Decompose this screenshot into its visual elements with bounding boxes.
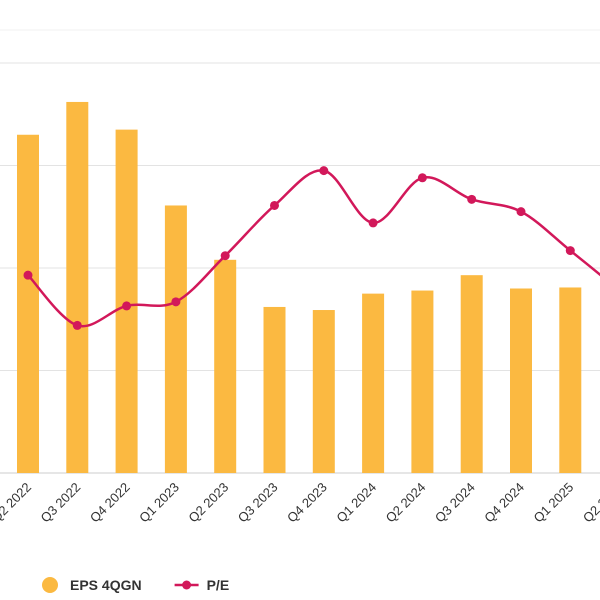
line-point (171, 297, 181, 307)
grid (0, 62, 600, 474)
bar (115, 129, 138, 473)
line-point (516, 207, 526, 217)
bar (312, 310, 335, 473)
bar (559, 287, 582, 473)
line-point (417, 173, 427, 183)
legend-swatch (42, 577, 58, 593)
line-series (23, 166, 600, 330)
bar (362, 293, 385, 473)
line-point (122, 301, 132, 311)
bar (17, 134, 39, 473)
line-point (72, 320, 82, 330)
line-point (220, 251, 230, 261)
bar (66, 101, 89, 473)
bars (17, 101, 582, 473)
line-point (368, 218, 378, 228)
bar (411, 290, 434, 473)
bar (510, 288, 532, 473)
line-point (319, 166, 329, 176)
legend: EPS 4QGN P/E (42, 577, 229, 593)
legend-label: EPS 4QGN (70, 577, 142, 593)
line-point (23, 270, 33, 280)
line-point (467, 194, 477, 204)
bar (164, 205, 187, 473)
legend-label: P/E (207, 577, 230, 593)
legend-swatch (182, 580, 192, 590)
line-point (565, 246, 575, 256)
bar (263, 306, 286, 473)
bar (460, 275, 483, 473)
bar (214, 259, 237, 473)
line-point (270, 200, 279, 210)
